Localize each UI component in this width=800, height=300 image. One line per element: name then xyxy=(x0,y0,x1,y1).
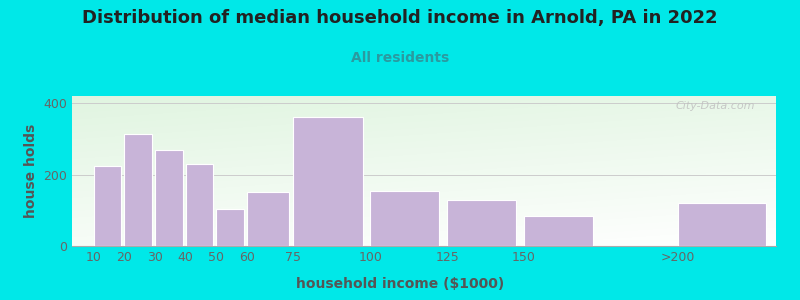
Text: Distribution of median household income in Arnold, PA in 2022: Distribution of median household income … xyxy=(82,9,718,27)
Text: All residents: All residents xyxy=(351,51,449,65)
Bar xyxy=(294,117,362,246)
Bar xyxy=(186,164,214,246)
Bar xyxy=(678,203,766,246)
Bar xyxy=(370,190,439,246)
Bar xyxy=(447,200,516,246)
Text: household income ($1000): household income ($1000) xyxy=(296,277,504,291)
Bar xyxy=(124,134,152,246)
Bar xyxy=(524,216,593,246)
Text: City-Data.com: City-Data.com xyxy=(675,100,755,110)
Bar xyxy=(247,192,289,246)
Y-axis label: house holds: house holds xyxy=(24,124,38,218)
Bar xyxy=(217,208,244,246)
Bar xyxy=(94,166,121,246)
Bar xyxy=(155,150,182,246)
